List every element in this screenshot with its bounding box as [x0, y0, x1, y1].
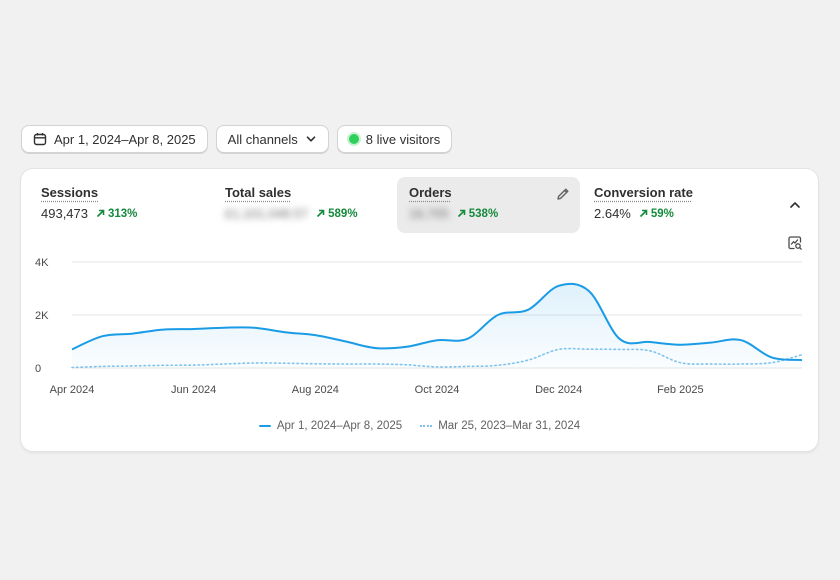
arrow-up-right-icon [317, 209, 325, 218]
series-line-current [71, 282, 803, 362]
legend-label: Mar 25, 2023–Mar 31, 2024 [438, 420, 581, 432]
trend-badge: 538% [457, 208, 498, 220]
metric-label: Conversion rate [594, 185, 693, 200]
trend-badge: 59% [639, 208, 674, 220]
line-chart: 0 2K 4K Apr 2024 Jun 2024 Aug 2024 Oct 2024 Dec… [35, 257, 803, 396]
series-area-current [72, 283, 802, 368]
trend-value: 59% [650, 207, 674, 220]
trend-value: 538% [468, 207, 499, 220]
calendar-icon [33, 132, 47, 146]
chevron-down-icon [305, 133, 317, 145]
series-line-previous [71, 347, 803, 369]
trend-value: 589% [328, 207, 358, 220]
date-range-button[interactable]: Apr 1, 2024–Apr 8, 2025 [21, 125, 208, 153]
legend-item-previous[interactable]: Mar 25, 2023–Mar 31, 2024 [420, 420, 580, 432]
arrow-up-right-icon [457, 209, 466, 218]
x-tick-label: Oct 2024 [415, 384, 460, 396]
arrow-up-right-icon [639, 209, 648, 218]
analytics-card: Sessions 493,473 313% Total sales £1,101… [21, 169, 818, 451]
legend-item-current[interactable]: Apr 1, 2024–Apr 8, 2025 [258, 420, 403, 432]
metric-value: 2.64% [594, 206, 631, 221]
metric-label: Orders [409, 185, 452, 200]
trend-badge: 313% [96, 208, 137, 220]
legend-label: Apr 1, 2024–Apr 8, 2025 [276, 420, 403, 432]
metric-value: 493,473 [41, 206, 88, 221]
metric-value: 16,705 [409, 206, 449, 221]
metric-value: £1,101,048.57 [225, 206, 309, 221]
trend-badge: 589% [316, 207, 358, 220]
metric-conversion-rate[interactable]: Conversion rate 2.64% 59% [582, 177, 752, 233]
live-visitors-label: 8 live visitors [365, 131, 441, 147]
y-tick-label: 0 [35, 363, 41, 375]
legend-swatch-solid [258, 425, 271, 427]
live-indicator-icon [348, 134, 359, 144]
filter-toolbar: Apr 1, 2024–Apr 8, 2025 All channels 8 l… [21, 125, 453, 153]
metric-label: Total sales [225, 185, 292, 200]
pencil-icon[interactable] [556, 187, 570, 206]
chevron-up-icon[interactable] [787, 197, 803, 213]
metric-orders[interactable]: Orders 16,705 538% [397, 177, 580, 233]
channel-select[interactable]: All channels [215, 125, 329, 153]
metric-label: Sessions [41, 185, 99, 200]
chart-legend: Apr 1, 2024–Apr 8, 2025 Mar 25, 2023–Mar… [21, 420, 818, 432]
chart-search-icon[interactable] [787, 235, 803, 251]
x-tick-label: Feb 2025 [657, 384, 703, 396]
arrow-up-right-icon [96, 209, 105, 218]
channel-label: All channels [227, 131, 298, 147]
legend-swatch-dotted [420, 425, 433, 427]
metric-sessions[interactable]: Sessions 493,473 313% [29, 177, 199, 233]
x-tick-label: Dec 2024 [535, 384, 582, 396]
date-range-label: Apr 1, 2024–Apr 8, 2025 [54, 131, 196, 147]
trend-value: 313% [108, 207, 138, 220]
x-tick-label: Apr 2024 [50, 384, 95, 396]
live-visitors-button[interactable]: 8 live visitors [336, 125, 453, 153]
y-tick-label: 2K [35, 310, 49, 322]
metric-total-sales[interactable]: Total sales £1,101,048.57 589% [213, 177, 383, 233]
y-tick-label: 4K [35, 257, 49, 269]
x-tick-label: Jun 2024 [171, 384, 216, 396]
x-tick-label: Aug 2024 [292, 384, 339, 396]
